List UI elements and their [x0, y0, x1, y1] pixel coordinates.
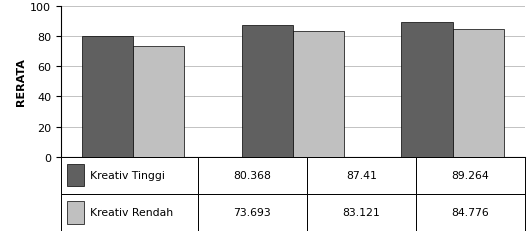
Text: 83.121: 83.121 [342, 207, 380, 218]
Text: 80.368: 80.368 [233, 170, 271, 181]
Bar [453, 30, 504, 157]
Bar [293, 32, 344, 157]
Bar [198, 194, 307, 231]
Text: 89.264: 89.264 [452, 170, 489, 181]
Bar [67, 164, 84, 187]
Text: Kreativ Tinggi: Kreativ Tinggi [90, 170, 165, 181]
Bar [401, 23, 453, 157]
Bar [67, 201, 84, 224]
Bar [416, 157, 525, 194]
Text: 84.776: 84.776 [452, 207, 489, 218]
Bar [307, 157, 416, 194]
Bar [61, 194, 198, 231]
Bar [133, 46, 184, 157]
Bar [242, 26, 293, 157]
Text: Kreativ Rendah: Kreativ Rendah [90, 207, 173, 218]
Bar [61, 157, 198, 194]
Y-axis label: RERATA: RERATA [16, 58, 26, 106]
Bar [416, 194, 525, 231]
Text: 87.41: 87.41 [346, 170, 377, 181]
Bar [307, 194, 416, 231]
Bar [82, 36, 133, 157]
Bar [198, 157, 307, 194]
Text: 73.693: 73.693 [233, 207, 271, 218]
